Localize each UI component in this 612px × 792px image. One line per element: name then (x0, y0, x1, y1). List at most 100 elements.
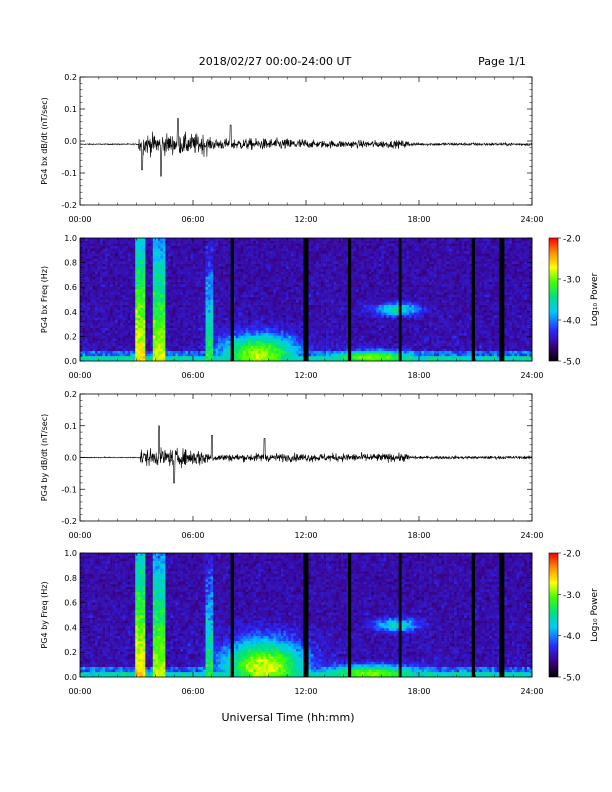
spectrogram-cell (82, 337, 86, 341)
spectrogram-cell (165, 302, 169, 305)
spectrogram-cell (260, 337, 264, 341)
spectrogram-cell (200, 284, 204, 287)
spectrogram-cell (87, 271, 91, 275)
spectrogram-cell (182, 276, 186, 280)
spectrogram-cell (107, 281, 111, 285)
spectrogram-cell (263, 245, 267, 249)
spectrogram-cell (193, 302, 196, 305)
spectrogram-cell (295, 291, 299, 295)
spectrogram-cell (147, 348, 151, 352)
spectrogram-cell (157, 253, 161, 257)
spectrogram-cell (278, 268, 282, 272)
spectrogram-cell (162, 317, 166, 321)
spectrogram-cell (198, 279, 201, 282)
spectrogram-cell (203, 261, 206, 264)
spectrogram-cell (87, 281, 91, 285)
spectrogram-cell (308, 332, 312, 336)
spectrogram-cell (167, 294, 171, 298)
spectrogram-cell (331, 314, 334, 318)
spectrogram-cell (283, 358, 287, 362)
spectrogram-cell (132, 296, 136, 300)
spectrogram-cell (85, 302, 88, 305)
spectrogram-cell (238, 268, 242, 272)
spectrogram-cell (300, 350, 304, 354)
spectrogram-cell (142, 345, 146, 349)
spectrogram-cell (215, 322, 219, 326)
spectrogram-cell (218, 299, 221, 303)
spectrogram-cell (225, 266, 229, 270)
spectrogram-cell (82, 317, 86, 321)
spectrogram-cell (215, 255, 219, 259)
spectrogram-cell (295, 340, 299, 344)
spectrogram-cell (102, 276, 106, 280)
spectrogram-cell (112, 250, 116, 254)
spectrogram-cell (268, 258, 272, 262)
spectrogram-cell (223, 289, 226, 293)
spectrogram-cell (125, 250, 129, 254)
spectrogram-cell (92, 240, 96, 244)
spectrogram-cell (275, 322, 279, 326)
spectrogram-cell (278, 245, 282, 249)
spectrogram-cell (233, 238, 236, 241)
spectrogram-cell (132, 284, 136, 287)
spectrogram-cell (145, 243, 149, 246)
spectrogram-cell (182, 250, 186, 254)
spectrogram-cell (92, 294, 96, 298)
spectrogram-cell (172, 345, 176, 349)
spectrogram-cell (306, 348, 309, 352)
spectrogram-cell (150, 322, 154, 326)
spectrogram-cell (127, 332, 131, 336)
spectrogram-cell (195, 258, 199, 262)
spectrogram-cell (285, 286, 289, 290)
spectrogram-cell (105, 343, 108, 346)
spectrogram-cell (180, 304, 184, 308)
spectrogram-cell (235, 271, 239, 275)
spectrogram-cell (258, 245, 262, 249)
spectrogram-cell (165, 355, 169, 359)
spectrogram-cell (260, 325, 264, 328)
spectrogram-cell (87, 296, 91, 300)
spectrogram-cell (120, 261, 123, 264)
spectrogram-cell (245, 245, 249, 249)
spectrogram-cell (285, 330, 289, 334)
spectrogram-cell (85, 296, 88, 300)
spectrogram-cell (85, 350, 88, 354)
spectrogram-cell (175, 294, 179, 298)
spectrogram-cell (293, 299, 297, 303)
spectrogram-cell (187, 268, 191, 272)
spectrogram-cell (185, 340, 189, 344)
spectrogram-cell (185, 273, 189, 277)
spectrogram-cell (240, 271, 244, 275)
spectrogram-cell (323, 309, 327, 313)
spectrogram-cell (326, 245, 329, 249)
spectrogram-cell (193, 294, 196, 298)
spectrogram-cell (95, 355, 98, 359)
spectrogram-cell (313, 248, 317, 252)
spectrogram-cell (245, 299, 249, 303)
spectrogram-cell (193, 337, 196, 341)
spectrogram-cell (160, 348, 164, 352)
x-tick-label: 00:00 (68, 215, 91, 224)
spectrogram-cell (318, 271, 322, 275)
spectrogram-cell (110, 332, 113, 336)
spectrogram-cell (80, 299, 83, 303)
spectrogram-cell (308, 325, 312, 328)
spectrogram-cell (240, 289, 244, 293)
spectrogram-cell (195, 358, 199, 362)
spectrogram-cell (90, 353, 93, 357)
spectrogram-cell (162, 240, 166, 244)
spectrogram-cell (85, 263, 88, 267)
spectrogram-cell (245, 296, 249, 300)
spectrogram-cell (316, 312, 319, 316)
spectrogram-cell (127, 243, 131, 246)
spectrogram-cell (290, 271, 294, 275)
spectrogram-cell (145, 255, 149, 259)
spectrogram-cell (175, 314, 179, 318)
spectrogram-cell (122, 238, 126, 241)
spectrogram-cell (268, 325, 272, 328)
spectrogram-cell (233, 330, 236, 334)
spectrogram-cell (105, 258, 108, 262)
spectrogram-cell (122, 240, 126, 244)
spectrogram-cell (213, 314, 216, 318)
spectrogram-cell (205, 330, 209, 334)
